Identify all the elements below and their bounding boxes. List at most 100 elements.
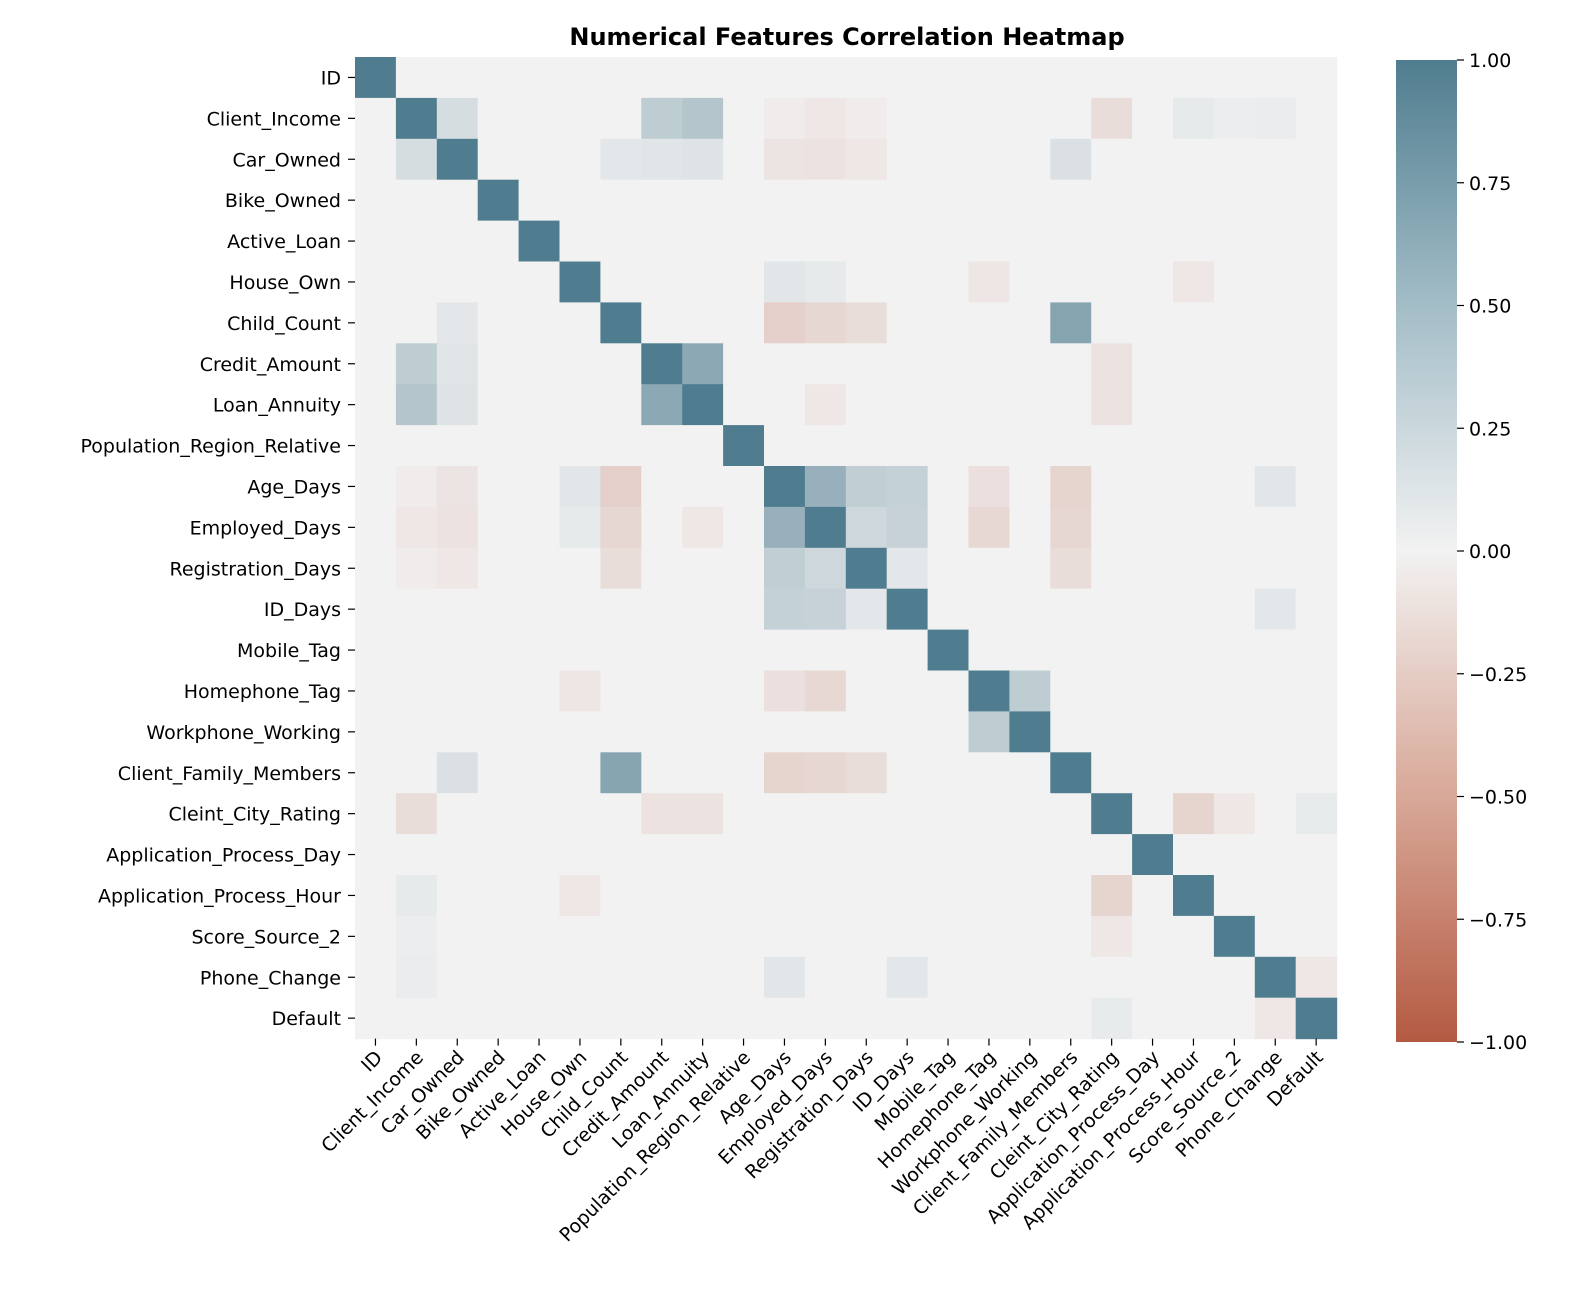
heatmap-cell [1295, 547, 1338, 590]
heatmap-cell [395, 466, 438, 508]
heatmap-cell [395, 752, 438, 794]
heatmap-cell [559, 97, 601, 140]
heatmap-cell [477, 956, 520, 999]
heatmap-cell [518, 384, 561, 426]
heatmap-cell [1295, 752, 1338, 794]
heatmap-cell [1091, 302, 1133, 344]
heatmap-cell [1213, 506, 1256, 549]
heatmap-cell [1009, 343, 1051, 385]
heatmap-cell [845, 752, 888, 794]
heatmap-cell [436, 834, 479, 876]
heatmap-cell [1091, 425, 1133, 467]
heatmap-cell [1295, 220, 1338, 263]
heatmap-cell [518, 261, 561, 303]
heatmap-cell [641, 875, 683, 917]
heatmap-cell [559, 629, 601, 672]
heatmap-cell [355, 179, 397, 222]
heatmap-cell [600, 997, 642, 1040]
heatmap-cell [1091, 506, 1133, 549]
heatmap-cell [641, 302, 683, 344]
heatmap-cell [723, 506, 765, 549]
heatmap-cell [436, 793, 479, 835]
heatmap-cell [968, 261, 1010, 303]
heatmap-cell [1254, 956, 1297, 999]
heatmap-cell [600, 261, 642, 303]
heatmap-cell [600, 670, 642, 712]
heatmap-cell [1050, 752, 1092, 794]
heatmap-cell [764, 384, 806, 426]
y-tick-label: Child_Count [227, 313, 341, 335]
heatmap-cell [559, 547, 601, 590]
heatmap-cell [395, 711, 438, 753]
heatmap-cell [927, 956, 970, 999]
heatmap-cell [1173, 629, 1215, 672]
heatmap-cell [559, 711, 601, 753]
heatmap-cell [1295, 466, 1338, 508]
heatmap-cell [559, 915, 601, 958]
heatmap-cell [559, 425, 601, 467]
heatmap-cell [1213, 670, 1256, 712]
heatmap-cell [927, 997, 970, 1040]
heatmap-cell [1254, 384, 1297, 426]
heatmap-cell [1213, 384, 1256, 426]
heatmap-cell [1295, 138, 1338, 181]
heatmap-cell [968, 997, 1010, 1040]
heatmap-cell [559, 302, 601, 344]
y-tick-label: Default [272, 1008, 341, 1030]
heatmap-cell [1254, 57, 1297, 99]
heatmap-cell [764, 547, 806, 590]
heatmap-cell [845, 875, 888, 917]
heatmap-cell [764, 343, 806, 385]
heatmap-cell [723, 997, 765, 1040]
heatmap-cell [355, 220, 397, 263]
heatmap-cell [477, 670, 520, 712]
heatmap-cell [518, 997, 561, 1040]
heatmap-cell [1213, 956, 1256, 999]
heatmap-cell [1254, 711, 1297, 753]
y-tick-label: Active_Loan [227, 231, 341, 253]
heatmap-cell [641, 425, 683, 467]
heatmap-cell [764, 752, 806, 794]
y-tick-label: Registration_Days [170, 558, 342, 580]
heatmap-cell [1295, 793, 1338, 835]
heatmap-cell [1091, 997, 1133, 1040]
heatmap-cell [1091, 97, 1133, 140]
heatmap-cell [968, 220, 1010, 263]
heatmap-cell [804, 179, 847, 222]
heatmap-cell [968, 547, 1010, 590]
heatmap-cell [518, 629, 561, 672]
heatmap-cell [723, 57, 765, 99]
heatmap-cell [355, 506, 397, 549]
heatmap-cell [518, 588, 561, 631]
heatmap-cell [518, 915, 561, 958]
heatmap-cell [723, 875, 765, 917]
heatmap-cell [927, 834, 970, 876]
heatmap-cell [477, 834, 520, 876]
heatmap-cell [886, 57, 929, 99]
heatmap-cell [600, 384, 642, 426]
heatmap-cell [1050, 670, 1092, 712]
heatmap-cell [641, 915, 683, 958]
heatmap-cell [968, 629, 1010, 672]
heatmap-cell [764, 915, 806, 958]
heatmap-cell [764, 834, 806, 876]
heatmap-cell [1254, 179, 1297, 222]
heatmap-cell [436, 466, 479, 508]
heatmap-cell [395, 875, 438, 917]
heatmap-cell [886, 384, 929, 426]
heatmap-cell [355, 588, 397, 631]
heatmap-cell [845, 97, 888, 140]
heatmap-cell [1173, 670, 1215, 712]
heatmap-cell [927, 138, 970, 181]
heatmap-cell [723, 588, 765, 631]
heatmap-cell [927, 97, 970, 140]
heatmap-cell [968, 834, 1010, 876]
heatmap-cell [968, 875, 1010, 917]
heatmap-cell [845, 793, 888, 835]
heatmap-cell [764, 261, 806, 303]
heatmap-cell [1132, 302, 1174, 344]
heatmap-cell [641, 138, 683, 181]
heatmap-cell [1254, 343, 1297, 385]
heatmap-cell [600, 834, 642, 876]
heatmap-cell [764, 97, 806, 140]
